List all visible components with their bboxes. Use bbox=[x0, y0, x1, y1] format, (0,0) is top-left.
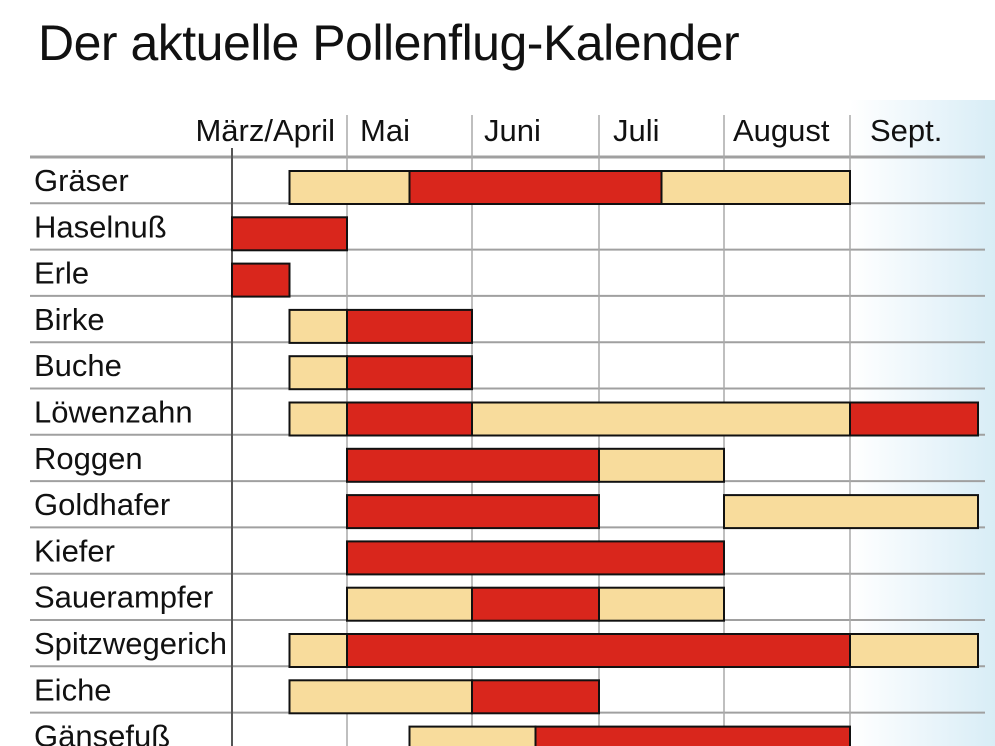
bar-light bbox=[288, 401, 348, 437]
bar-strong bbox=[346, 308, 473, 344]
bar-light bbox=[288, 308, 348, 344]
bar-light bbox=[288, 355, 348, 391]
bar-strong bbox=[231, 262, 291, 298]
bar-strong bbox=[346, 401, 473, 437]
bar-strong bbox=[849, 401, 979, 437]
bar-light bbox=[598, 586, 725, 622]
month-label: Juli bbox=[613, 113, 660, 148]
bar-strong bbox=[346, 494, 600, 530]
row-label: Erle bbox=[34, 256, 89, 291]
month-label: Juni bbox=[484, 113, 541, 148]
chart-title: Der aktuelle Pollenflug-Kalender bbox=[38, 15, 740, 71]
bar-light bbox=[723, 494, 979, 530]
bar-strong bbox=[534, 725, 851, 746]
row-label: Buche bbox=[34, 348, 122, 383]
bar-strong bbox=[408, 170, 663, 205]
row-label: Roggen bbox=[34, 441, 143, 476]
row-label: Goldhafer bbox=[34, 487, 170, 522]
row-label: Birke bbox=[34, 302, 105, 337]
row-label: Kiefer bbox=[34, 533, 115, 568]
month-label: Mai bbox=[360, 113, 410, 148]
month-label: August bbox=[733, 113, 830, 148]
bar-strong bbox=[346, 633, 851, 668]
bar-strong bbox=[346, 447, 600, 483]
bar-light bbox=[471, 401, 851, 437]
bar-light bbox=[408, 725, 537, 746]
bar-light bbox=[288, 633, 348, 668]
bar-light bbox=[346, 586, 473, 622]
month-label: Sept. bbox=[870, 113, 942, 148]
bar-light bbox=[288, 170, 411, 205]
bar-light bbox=[660, 170, 851, 205]
bar-light bbox=[288, 679, 473, 715]
row-label: Gräser bbox=[34, 163, 129, 198]
bar-strong bbox=[471, 586, 600, 622]
bar-strong bbox=[346, 355, 473, 391]
row-label: Haselnuß bbox=[34, 209, 167, 244]
row-label: Spitzwegerich bbox=[34, 626, 227, 661]
row-label: Eiche bbox=[34, 672, 112, 707]
row-label: Löwenzahn bbox=[34, 395, 193, 430]
row-label: Sauerampfer bbox=[34, 580, 213, 615]
bar-strong bbox=[231, 216, 348, 252]
row-label: Gänsefuß bbox=[34, 719, 170, 746]
bar-strong bbox=[346, 540, 725, 576]
month-label: März/April bbox=[195, 113, 335, 148]
bar-strong bbox=[471, 679, 600, 715]
bar-light bbox=[849, 633, 979, 668]
bar-light bbox=[598, 447, 725, 483]
